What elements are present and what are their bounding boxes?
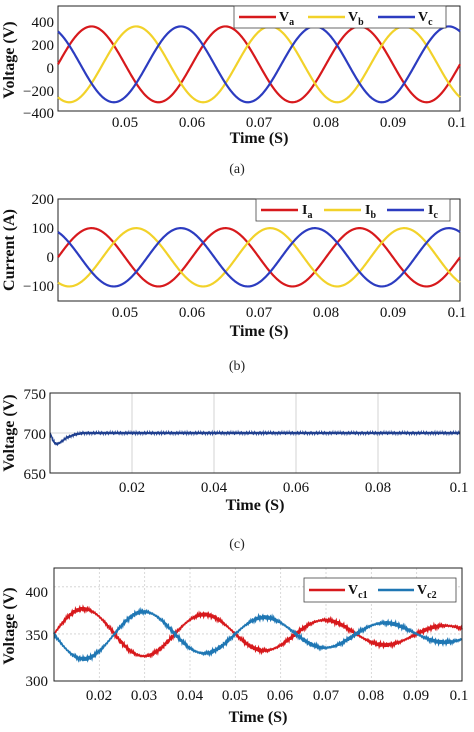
chart-a-ytick-4: −400 [23,106,54,122]
chart-d-xtick-5: 0.07 [313,688,340,704]
chart-a-legend-label-b: Vb [348,10,364,28]
chart-b-series-a [57,227,461,288]
chart-c-ytick-1: 700 [24,427,47,443]
chart-a-series-b [57,25,461,104]
chart-d-plot-frame [53,567,463,682]
chart-c-xtick-3: 0.08 [365,480,391,496]
chart-a-xtick-5: 0.1 [448,115,467,131]
chart-d-xtick-8: 0.1 [450,688,469,704]
chart-a-ylabel: Voltage (V) [1,21,18,98]
chart-d-xtick-4: 0.06 [267,688,294,704]
chart-a-ytick-3: −200 [23,84,54,100]
chart-a-ytick-1: 200 [32,38,55,54]
chart-d-series-group [53,604,463,663]
chart-d-legend: Vc1 Vc2 [303,577,457,603]
chart-b-ylabel: Current (A) [1,209,18,291]
chart-b-ytick-1: 100 [32,221,55,237]
chart-a-series-c [57,25,461,104]
chart-b-caption: (b) [229,359,246,374]
chart-d-xtick-2: 0.04 [177,688,204,704]
chart-d-xtick-1: 0.03 [131,688,157,704]
chart-c: 750 700 650 0.02 0.04 0.06 0.08 0.1 Time… [1,387,468,552]
chart-c-series-group [49,429,461,447]
chart-a-xtick-1: 0.06 [179,115,206,131]
chart-d: 400 350 300 0.02 0.03 0.04 0.05 0.06 0.0… [1,567,469,726]
chart-a: 400 200 0 −200 −400 0.05 0.06 0.07 0.08 … [1,5,467,177]
chart-a-ytick-0: 400 [32,15,55,31]
chart-c-series-dc-link [49,429,461,447]
chart-c-xtick-4: 0.1 [450,480,469,496]
chart-d-ytick-2: 300 [26,674,49,690]
chart-d-xlabel: Time (S) [229,709,288,726]
chart-b-legend-label-c: Ic [428,203,438,221]
chart-c-plot-frame [49,392,461,474]
chart-b-xtick-0: 0.05 [112,305,138,321]
chart-a-legend-label-c: Vc [418,10,433,28]
chart-a-series-a [57,25,461,104]
chart-d-legend-label-c1: Vc1 [348,583,368,601]
chart-b-series-group [57,227,461,288]
chart-b-xtick-4: 0.09 [380,305,406,321]
chart-c-ylabel: Voltage (V) [1,394,18,471]
chart-b-legend: Ia Ib Ic [255,198,451,222]
chart-b-ytick-0: 200 [32,192,55,208]
chart-a-xlabel: Time (S) [230,130,289,147]
chart-b-ytick-3: −100 [23,279,54,295]
chart-b-xtick-5: 0.1 [448,305,467,321]
chart-b-xtick-1: 0.06 [179,305,206,321]
chart-b-legend-label-a: Ia [302,203,312,221]
chart-b-xtick-2: 0.07 [246,305,273,321]
chart-d-xtick-7: 0.09 [403,688,429,704]
chart-a-xtick-3: 0.08 [313,115,339,131]
chart-b-series-b [57,227,461,288]
chart-d-xtick-3: 0.05 [222,688,248,704]
chart-d-ytick-0: 400 [26,585,49,601]
chart-a-xtick-4: 0.09 [380,115,406,131]
chart-b-series-c [57,227,461,288]
chart-c-xlabel: Time (S) [226,497,285,514]
chart-d-legend-label-c2: Vc2 [417,583,437,601]
chart-a-xtick-0: 0.05 [112,115,138,131]
chart-b-xtick-3: 0.08 [313,305,339,321]
chart-c-xtick-2: 0.06 [283,480,310,496]
chart-b-xlabel: Time (S) [230,323,289,340]
chart-d-series-c2 [53,606,463,663]
chart-a-series-group [57,25,461,104]
chart-b-ytick-2: 0 [47,250,55,266]
chart-a-ytick-2: 0 [47,61,55,77]
chart-a-legend: Va Vb Vc [233,5,447,29]
chart-d-ylabel: Voltage (V) [1,587,18,664]
chart-b-legend-label-b: Ib [365,203,376,221]
chart-c-ytick-2: 650 [24,467,47,483]
chart-d-xtick-0: 0.02 [86,688,112,704]
chart-d-ytick-1: 350 [26,628,49,644]
chart-c-xtick-1: 0.04 [201,480,228,496]
chart-a-legend-label-a: Va [279,10,294,28]
chart-a-xtick-2: 0.07 [246,115,273,131]
chart-b: 200 100 0 −100 0.05 0.06 0.07 0.08 0.09 … [1,192,466,374]
chart-d-series-c1 [53,604,463,659]
chart-a-caption: (a) [229,162,245,177]
chart-c-ytick-0: 750 [24,387,47,403]
chart-d-xtick-6: 0.08 [358,688,384,704]
chart-c-xtick-0: 0.02 [119,480,145,496]
chart-c-caption: (c) [229,537,245,552]
